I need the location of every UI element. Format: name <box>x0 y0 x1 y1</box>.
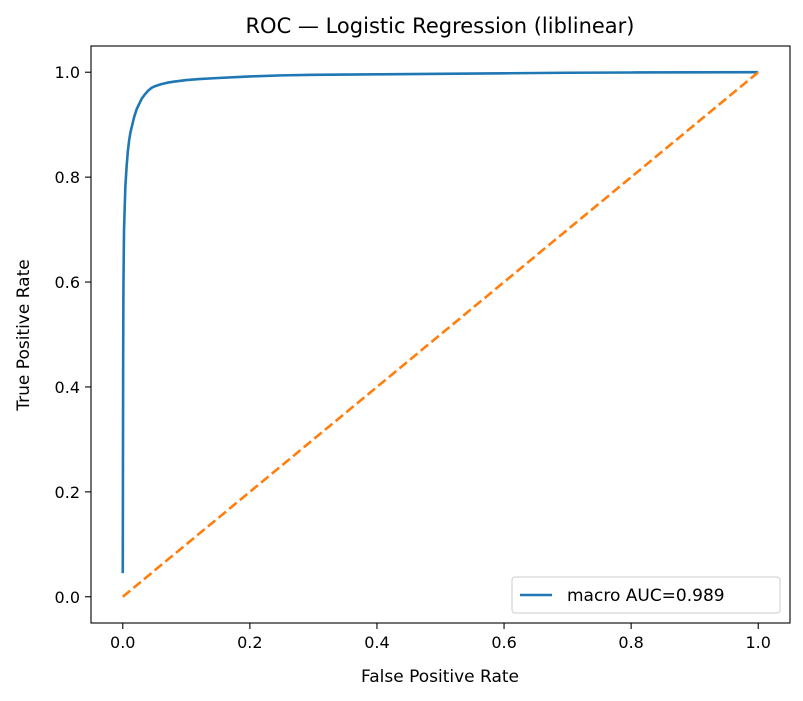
x-tick-label: 0.2 <box>237 633 262 652</box>
plot-frame <box>90 45 791 624</box>
y-tick-label: 0.0 <box>55 588 80 607</box>
x-tick-label: 1.0 <box>746 633 771 652</box>
y-tick-label: 0.6 <box>55 273 80 292</box>
y-axis-label: True Positive Rate <box>14 259 34 411</box>
y-tick-label: 0.4 <box>55 378 80 397</box>
chart-title: ROC — Logistic Regression (liblinear) <box>245 14 634 38</box>
x-tick-label: 0.8 <box>618 633 643 652</box>
y-tick-label: 0.2 <box>55 483 80 502</box>
x-tick-label: 0.6 <box>491 633 516 652</box>
legend-box <box>511 576 781 614</box>
roc-curve-line <box>121 70 759 574</box>
plot-area <box>90 45 791 624</box>
legend: macro AUC=0.989 <box>511 576 781 614</box>
x-tick-label: 0.4 <box>364 633 389 652</box>
x-tick-label: 0.0 <box>110 633 135 652</box>
x-axis: 0.0 0.2 0.4 0.6 0.8 1.0 <box>110 623 771 652</box>
y-tick-label: 1.0 <box>55 63 80 82</box>
legend-label: macro AUC=0.989 <box>567 586 725 606</box>
y-axis: 0.0 0.2 0.4 0.6 0.8 1.0 <box>55 63 91 607</box>
y-tick-label: 0.8 <box>55 168 80 187</box>
x-axis-label: False Positive Rate <box>361 667 519 687</box>
plot-background <box>91 46 790 623</box>
